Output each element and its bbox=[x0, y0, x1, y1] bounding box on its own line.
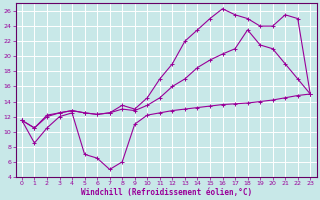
X-axis label: Windchill (Refroidissement éolien,°C): Windchill (Refroidissement éolien,°C) bbox=[81, 188, 252, 197]
